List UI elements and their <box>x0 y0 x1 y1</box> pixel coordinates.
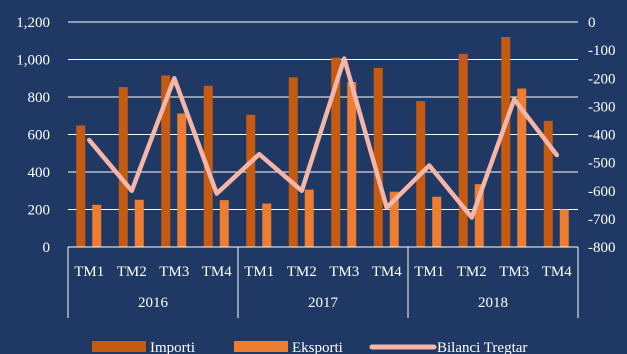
y-tick-label-left: 1,000 <box>16 53 50 69</box>
balance-line-series <box>87 56 559 220</box>
import-bar <box>458 53 468 247</box>
import-bar <box>501 37 511 247</box>
y-tick-label-left: 600 <box>28 128 51 144</box>
y-tick-label-left: 200 <box>28 203 51 219</box>
legend-label-bilanci-tregtar: Bilanci Tregtar <box>437 340 527 354</box>
import-bar <box>246 114 256 247</box>
x-tick-label: TM1 <box>244 264 274 280</box>
export-bar <box>517 88 527 247</box>
export-bar <box>559 209 569 247</box>
legend-swatch-importi <box>92 341 146 352</box>
export-bar <box>474 184 484 247</box>
x-tick-label: TM3 <box>159 264 189 280</box>
axes: 0 200 400 600 800 1,000 1,200 -800 -700 -600 -500 -… <box>16 15 616 318</box>
x-tick-label: TM2 <box>117 264 147 280</box>
export-bar <box>262 203 272 247</box>
import-bar <box>373 67 383 247</box>
y-tick-label-right: -800 <box>588 240 616 256</box>
x-tick-label: TM1 <box>414 264 444 280</box>
x-tick-label: TM2 <box>287 264 317 280</box>
export-bar <box>177 113 187 247</box>
y-tick-label-right: 0 <box>588 15 596 31</box>
export-bar <box>134 199 144 247</box>
y-tick-label-right: -300 <box>588 99 616 115</box>
y-tick-label-left: 800 <box>28 90 51 106</box>
y-tick-label-left: 0 <box>43 240 51 256</box>
y-tick-label-right: -400 <box>588 128 616 144</box>
y-tick-label-left: 1,200 <box>16 15 50 31</box>
y-tick-label-left: 400 <box>28 165 51 181</box>
y-tick-label-right: -500 <box>588 156 616 172</box>
legend: Importi Eksporti Bilanci Tregtar <box>92 340 527 354</box>
export-bar <box>432 196 442 247</box>
export-bar <box>92 204 102 247</box>
legend-label-eksporti: Eksporti <box>292 340 343 354</box>
export-bar <box>347 82 357 247</box>
import-bar <box>118 87 128 247</box>
import-bar <box>288 77 298 247</box>
import-bar <box>76 125 86 247</box>
import-bar <box>543 120 553 247</box>
x-group-label: 2017 <box>308 295 339 311</box>
legend-swatch-eksporti <box>234 341 288 352</box>
x-tick-label: TM1 <box>74 264 104 280</box>
x-tick-label: TM4 <box>542 264 573 280</box>
x-tick-label: TM4 <box>202 264 233 280</box>
x-group-label: 2016 <box>138 295 169 311</box>
export-bar <box>219 200 229 247</box>
export-bar <box>389 191 399 247</box>
y-tick-label-right: -700 <box>588 212 616 228</box>
y-tick-label-right: -600 <box>588 184 616 200</box>
y-tick-label-right: -200 <box>588 71 616 87</box>
x-tick-label: TM2 <box>457 264 487 280</box>
x-tick-label: TM3 <box>329 264 359 280</box>
x-tick-label: TM4 <box>372 264 403 280</box>
legend-label-importi: Importi <box>150 340 195 354</box>
x-tick-label: TM3 <box>499 264 529 280</box>
y-tick-label-right: -100 <box>588 43 616 59</box>
x-group-label: 2018 <box>478 295 508 311</box>
import-bar <box>161 75 171 247</box>
import-bar <box>331 57 341 247</box>
export-bar <box>304 189 314 247</box>
balance-line <box>87 56 559 220</box>
